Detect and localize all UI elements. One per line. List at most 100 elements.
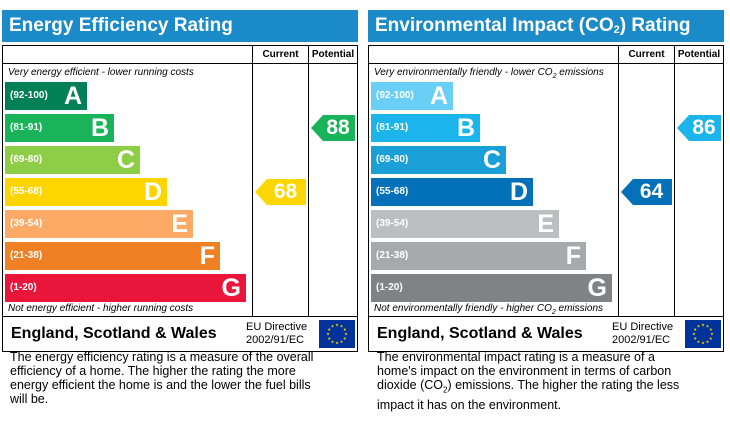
band-d: (55-68) D xyxy=(5,178,167,206)
region-label: England, Scotland & Wales xyxy=(11,325,217,342)
band-range-label: (92-100) xyxy=(10,90,48,101)
chart-title-text-2: ) Rating xyxy=(619,15,691,36)
top-caption: Very environmentally friendly - lower CO… xyxy=(374,67,604,80)
current-rating-marker-arrow xyxy=(255,179,306,205)
potential-rating-marker-value: 88 xyxy=(326,116,350,139)
potential-rating-marker: 86 xyxy=(677,115,721,141)
potential-rating-marker-arrow xyxy=(677,115,721,141)
band-a: (92-100) A xyxy=(5,82,87,110)
eu-directive: EU Directive 2002/91/EC xyxy=(612,321,673,347)
current-rating-marker-arrow xyxy=(621,179,672,205)
potential-rating-marker-shape xyxy=(311,115,355,141)
chart-title: Environmental Impact (CO2) Rating xyxy=(368,10,724,42)
band-letter: F xyxy=(199,242,215,270)
column-divider xyxy=(618,46,619,316)
band-letter: C xyxy=(116,146,135,174)
bottom-caption-subscript: 2 xyxy=(551,309,556,316)
band-range-label: (81-91) xyxy=(10,122,43,133)
eu-flag-icon xyxy=(319,320,355,348)
eu-directive-line2: 2002/91/EC xyxy=(612,334,671,346)
band-range-label: (55-68) xyxy=(376,186,409,197)
potential-rating-marker-value: 86 xyxy=(692,116,716,139)
band-g: (1-20) G xyxy=(371,274,612,302)
description-text-2: ) emissions. The higher the rating the l… xyxy=(377,378,680,412)
description-text-1: The environmental impact rating is a mea… xyxy=(377,350,672,392)
band-range-label: (39-54) xyxy=(10,218,43,229)
potential-rating-marker-shape xyxy=(677,115,721,141)
rating-description: The energy efficiency rating is a measur… xyxy=(10,350,314,406)
band-letter: G xyxy=(587,274,607,302)
band-letter: C xyxy=(482,146,501,174)
description-subscript: 2 xyxy=(443,385,448,395)
eu-flag-icon xyxy=(685,320,721,348)
band-letter: D xyxy=(143,178,162,206)
rating-description: The environmental impact rating is a mea… xyxy=(377,350,687,412)
eu-directive-line1: EU Directive xyxy=(246,321,308,333)
footer: England, Scotland & Wales EU Directive 200… xyxy=(368,316,724,352)
top-caption-text-2: emissions xyxy=(556,67,604,78)
band-f: (21-38) F xyxy=(371,242,586,270)
band-letter: A xyxy=(429,82,448,110)
current-rating-marker: 68 xyxy=(255,179,306,205)
column-divider xyxy=(674,46,675,316)
band-range-label: (21-38) xyxy=(10,250,43,261)
band-range-label: (69-80) xyxy=(376,154,409,165)
header-divider xyxy=(3,63,357,64)
column-header-current: Current xyxy=(628,49,665,60)
eu-directive-line2: 2002/91/EC xyxy=(246,334,305,346)
top-caption-text-1: Very environmentally friendly - lower CO xyxy=(374,67,553,78)
band-range-label: (1-20) xyxy=(376,282,403,293)
band-letter: A xyxy=(63,82,82,110)
bottom-caption: Not environmentally friendly - higher CO… xyxy=(374,303,603,316)
current-rating-marker-value: 68 xyxy=(273,180,298,203)
band-letter: E xyxy=(171,210,188,238)
band-c: (69-80) C xyxy=(5,146,140,174)
band-e: (39-54) E xyxy=(5,210,193,238)
column-divider xyxy=(308,46,309,316)
column-header-potential: Potential xyxy=(677,49,721,60)
band-letter: G xyxy=(221,274,241,302)
bottom-caption-text-2: emissions xyxy=(555,303,604,314)
current-rating-marker: 64 xyxy=(621,179,672,205)
band-letter: B xyxy=(90,114,109,142)
current-rating-marker-shape xyxy=(255,179,306,205)
chart-title-text-1: Environmental Impact (CO xyxy=(375,15,614,36)
region-label: England, Scotland & Wales xyxy=(377,325,583,342)
column-divider xyxy=(252,46,253,316)
band-range-label: (69-80) xyxy=(10,154,43,165)
band-letter: B xyxy=(456,114,475,142)
potential-rating-marker: 88 xyxy=(311,115,355,141)
eu-directive-line1: EU Directive xyxy=(612,321,674,333)
band-b: (81-91) B xyxy=(371,114,480,142)
band-range-label: (1-20) xyxy=(10,282,37,293)
band-a: (92-100) A xyxy=(371,82,453,110)
chart-title-subscript: 2 xyxy=(613,24,620,36)
band-range-label: (92-100) xyxy=(376,90,414,101)
column-header-potential: Potential xyxy=(311,49,355,60)
eu-directive: EU Directive 2002/91/EC xyxy=(246,321,307,347)
bottom-caption-text-1: Not environmentally friendly - higher CO xyxy=(374,303,552,314)
top-caption: Very energy efficient - lower running co… xyxy=(8,67,194,78)
current-rating-marker-shape xyxy=(621,179,672,205)
band-letter: F xyxy=(565,242,581,270)
band-range-label: (55-68) xyxy=(10,186,43,197)
band-d: (55-68) D xyxy=(371,178,533,206)
rating-table: Current Potential Very energy efficient - … xyxy=(2,45,358,317)
bottom-caption: Not energy efficient - higher running co… xyxy=(8,303,194,314)
band-range-label: (81-91) xyxy=(376,122,409,133)
column-header-current: Current xyxy=(262,49,299,60)
band-range-label: (39-54) xyxy=(376,218,409,229)
header-divider xyxy=(369,63,723,64)
rating-table: Current Potential Very environmentally fri… xyxy=(368,45,724,317)
potential-rating-marker-arrow xyxy=(311,115,355,141)
footer: England, Scotland & Wales EU Directive 200… xyxy=(2,316,358,352)
band-c: (69-80) C xyxy=(371,146,506,174)
top-caption-subscript: 2 xyxy=(552,73,557,80)
band-letter: E xyxy=(537,210,554,238)
band-range-label: (21-38) xyxy=(376,250,409,261)
band-f: (21-38) F xyxy=(5,242,220,270)
band-g: (1-20) G xyxy=(5,274,246,302)
band-letter: D xyxy=(509,178,528,206)
band-b: (81-91) B xyxy=(5,114,114,142)
band-e: (39-54) E xyxy=(371,210,559,238)
